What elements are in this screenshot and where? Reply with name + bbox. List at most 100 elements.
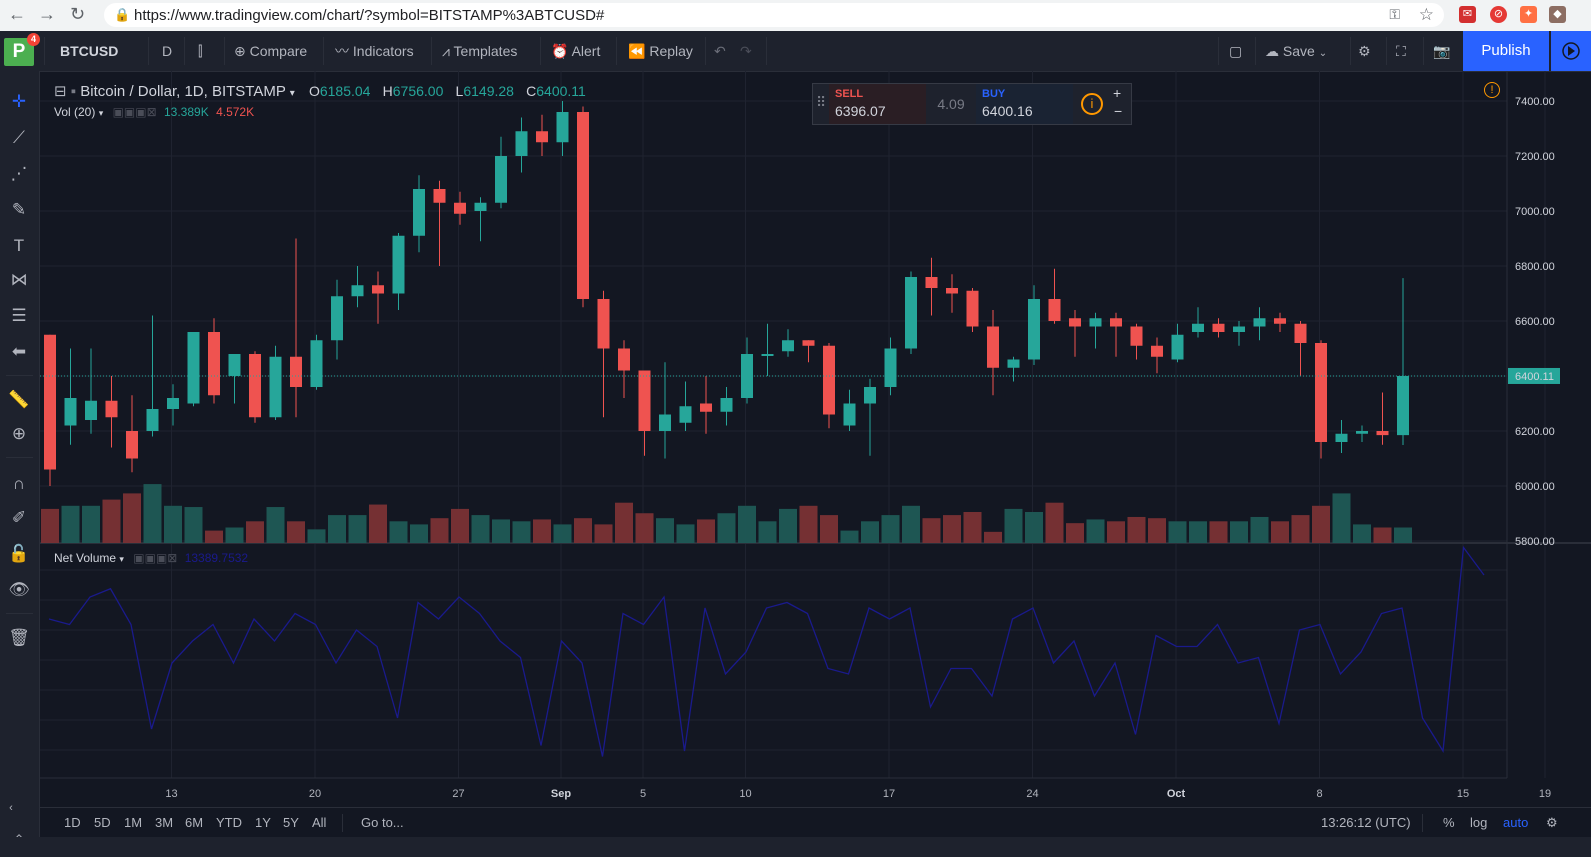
undo-icon[interactable]: ↶: [714, 43, 726, 59]
back-arrow-icon[interactable]: ←: [8, 4, 26, 24]
main-legend: ⊟ ▪ Bitcoin / Dollar, 1D, BITSTAMP ▾ O61…: [54, 82, 586, 100]
time-tick-label: 17: [883, 788, 895, 800]
reload-icon[interactable]: ↻: [70, 4, 86, 24]
templates-label: Templates: [453, 43, 518, 59]
chart-style-candles-icon[interactable]: ⫿: [198, 43, 203, 59]
save-button[interactable]: ☁ Save ⌄: [1265, 31, 1327, 71]
chart-canvas[interactable]: 7400.00 7200.00 7000.00 6800.00 6600.00 6400.…: [40, 71, 1591, 807]
collapse-legend-icon[interactable]: ⊟: [54, 83, 67, 100]
extension-pinterest-icon[interactable]: ⊘: [1490, 6, 1507, 23]
range-all[interactable]: All: [312, 815, 327, 830]
fullscreen-icon[interactable]: ⛶: [1396, 43, 1406, 59]
percent-toggle[interactable]: %: [1443, 815, 1455, 830]
alert-button[interactable]: ⏰ Alert: [551, 31, 600, 71]
utc-clock[interactable]: 13:26:12 (UTC): [1321, 815, 1411, 830]
range-6m[interactable]: 6M: [185, 815, 204, 830]
candle-body: [167, 398, 179, 409]
plus-icon[interactable]: +: [1113, 85, 1122, 101]
pattern-tool-icon[interactable]: ⋈: [10, 270, 28, 289]
range-3m[interactable]: 3M: [155, 815, 174, 830]
info-icon[interactable]: i: [1081, 93, 1103, 115]
trash-icon[interactable]: 🗑: [8, 628, 30, 647]
brush-icon[interactable]: ✎: [11, 200, 27, 219]
camera-icon[interactable]: 📷: [1433, 43, 1451, 59]
buy-button[interactable]: BUY 6400.16: [976, 84, 1073, 124]
range-5y[interactable]: 5Y: [283, 815, 299, 830]
symbol-search[interactable]: BTCUSD: [60, 43, 119, 59]
vol-label[interactable]: Vol (20): [54, 105, 96, 119]
volume-bar: [1291, 515, 1310, 543]
volume-bar: [512, 521, 531, 543]
extension-other-icon[interactable]: ◆: [1549, 6, 1566, 23]
series-title[interactable]: Bitcoin / Dollar, 1D, BITSTAMP: [80, 83, 286, 100]
logo-letter: P: [12, 41, 26, 62]
publish-button[interactable]: Publish: [1463, 31, 1549, 71]
sell-button[interactable]: SELL 6396.07: [829, 84, 926, 124]
lock-drawings-icon[interactable]: 🔓: [8, 544, 30, 563]
compare-button[interactable]: ⊕ Compare: [234, 31, 307, 71]
indicators-button[interactable]: 〰 Indicators: [335, 31, 414, 71]
candle-body: [1192, 323, 1204, 332]
alarm-clock-icon: ⏰: [551, 43, 569, 59]
address-bar[interactable]: 🔒 https://www.tradingview.com/chart/?sym…: [104, 3, 1444, 27]
candle-body: [1048, 299, 1061, 321]
candle-body: [679, 406, 692, 423]
layout-icon[interactable]: ▢: [1229, 43, 1243, 59]
notification-badge: 4: [27, 33, 40, 46]
time-tick-label: 20: [309, 788, 321, 800]
range-1y[interactable]: 1Y: [255, 815, 271, 830]
interval-button[interactable]: D: [162, 43, 173, 59]
prediction-tool-icon[interactable]: ☰: [11, 306, 27, 325]
crosshair-icon[interactable]: ✛: [11, 92, 27, 111]
play-icon[interactable]: [1551, 31, 1591, 71]
indicators-label: Indicators: [352, 43, 414, 59]
key-icon[interactable]: ⚿: [1389, 6, 1400, 22]
time-tick-label: 27: [452, 788, 464, 800]
range-ytd[interactable]: YTD: [216, 815, 242, 830]
trend-line-icon[interactable]: ⟋: [13, 128, 25, 147]
scale-settings-gear-icon[interactable]: ⚙: [1546, 815, 1558, 830]
title-chevron-icon[interactable]: ▾: [289, 88, 295, 99]
candle-body: [556, 112, 569, 143]
candle-body: [782, 340, 794, 352]
replay-button[interactable]: ⏪ Replay: [628, 31, 693, 71]
goto-button[interactable]: Go to...: [361, 815, 404, 830]
time-tick-label: 19: [1539, 788, 1551, 800]
templates-button[interactable]: ⩘ Templates: [442, 31, 517, 71]
minus-icon[interactable]: −: [1114, 103, 1123, 119]
net-volume-controls-icon[interactable]: ▣▣▣⊠: [133, 551, 178, 565]
redo-icon[interactable]: ↷: [740, 43, 752, 59]
range-5d[interactable]: 5D: [94, 815, 111, 830]
candle-body: [1151, 345, 1163, 357]
drag-handle-icon[interactable]: ⠿: [816, 94, 827, 110]
stay-drawing-icon[interactable]: ✐: [11, 508, 27, 527]
bookmark-star-icon[interactable]: ☆: [1418, 5, 1434, 24]
volume-bar: [61, 505, 80, 543]
collapse-panel-icon[interactable]: ‹: [9, 802, 13, 814]
forward-arrow-icon[interactable]: →: [38, 4, 56, 24]
auto-toggle[interactable]: auto: [1503, 815, 1529, 830]
vol-chevron-icon[interactable]: ▾: [98, 108, 104, 118]
text-tool-icon[interactable]: T: [13, 236, 25, 255]
zoom-in-icon[interactable]: ⊕: [11, 424, 27, 443]
settings-gear-icon[interactable]: ⚙: [1358, 43, 1371, 59]
candle-body: [1397, 376, 1409, 436]
warning-icon[interactable]: !: [1484, 82, 1500, 98]
range-1m[interactable]: 1M: [124, 815, 143, 830]
candle-body: [925, 277, 938, 288]
extension-fox-icon[interactable]: ✦: [1520, 6, 1537, 23]
extension-gmail-icon[interactable]: ✉: [1459, 6, 1476, 23]
log-toggle[interactable]: log: [1470, 815, 1488, 830]
eye-icon[interactable]: 👁: [8, 580, 30, 599]
net-volume-chevron-icon[interactable]: ▾: [119, 554, 124, 564]
net-volume-label[interactable]: Net Volume: [54, 551, 117, 565]
vol-controls-icon[interactable]: ▣▣▣⊠: [112, 105, 157, 119]
time-tick-label: 10: [739, 788, 751, 800]
magnet-icon[interactable]: ∩: [12, 474, 26, 493]
back-arrow-tool-icon[interactable]: ⬅: [11, 342, 27, 361]
ruler-icon[interactable]: 📏: [8, 390, 30, 409]
range-1d[interactable]: 1D: [64, 815, 81, 830]
candle-body: [85, 400, 97, 420]
fib-tool-icon[interactable]: ⋰: [10, 164, 28, 183]
